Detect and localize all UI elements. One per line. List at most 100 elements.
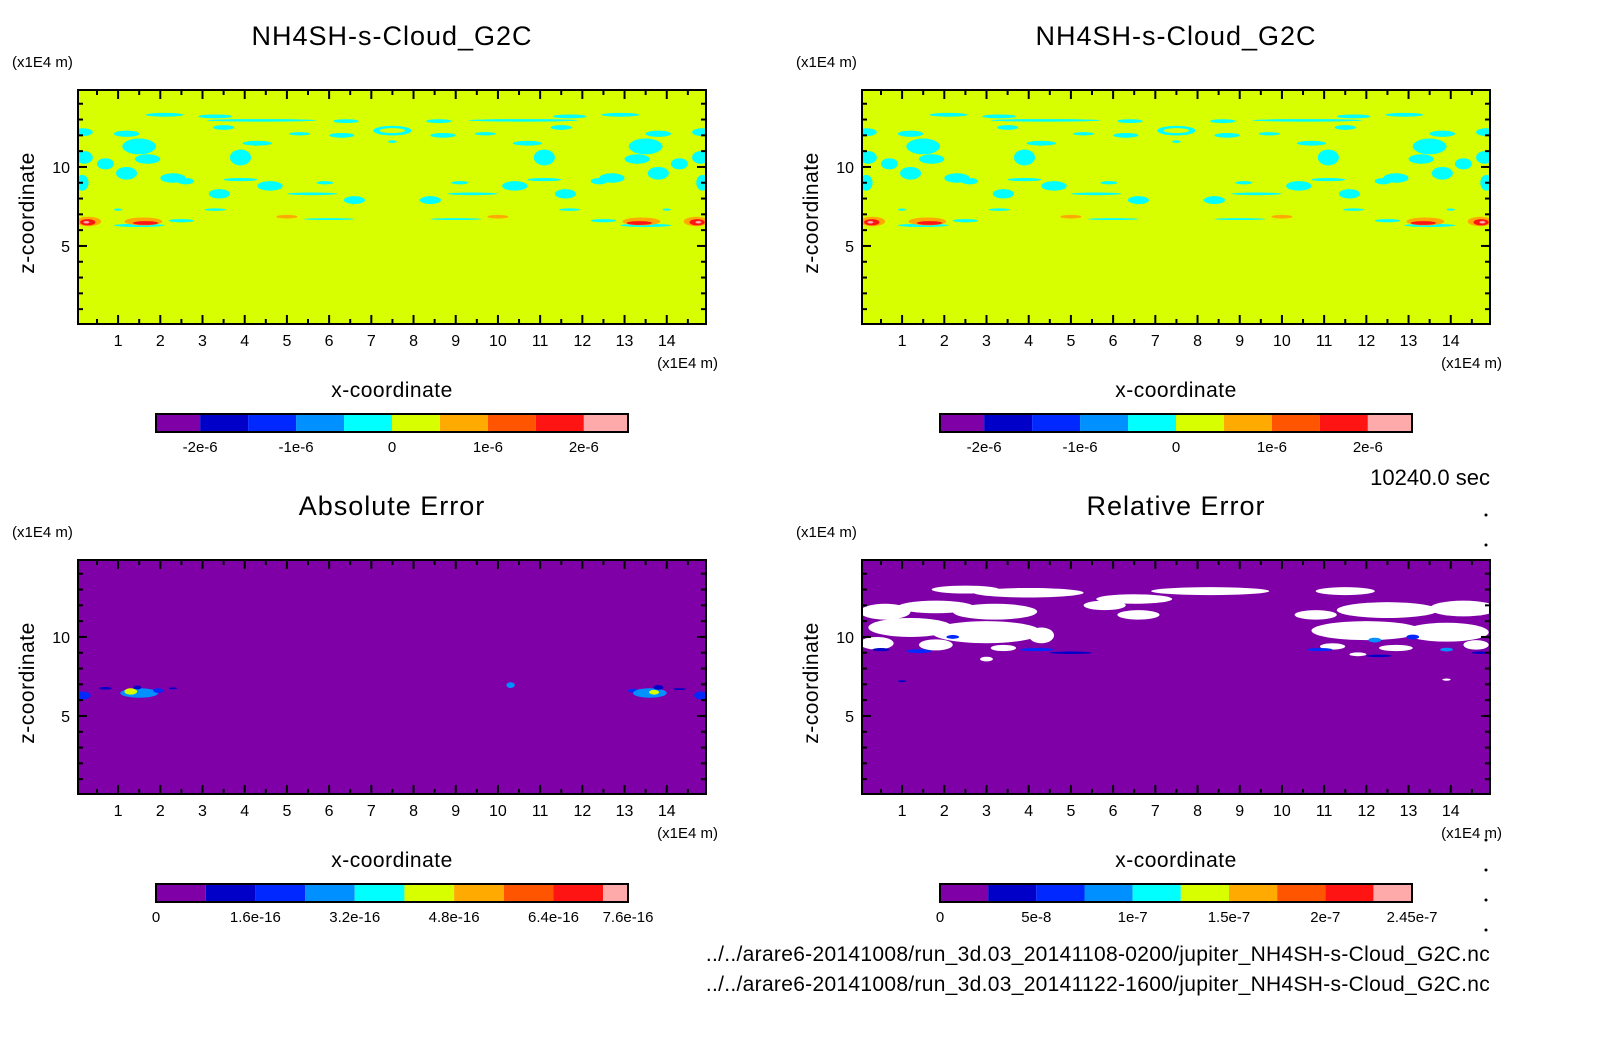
x-axis-label: x-coordinate [1115,849,1237,872]
heatmap-cell [1476,151,1490,164]
colorbar-segment [1080,414,1129,432]
heatmap-cell [113,208,123,211]
margin-dot [1484,513,1488,517]
panel-1: NH4SH-s-Cloud_G2C(x1E4 m)1 2 3 4 5 6 7 8 9 10 11 12… [12,21,718,456]
x-tick-label: 2 [940,333,949,350]
heatmap-cell [1374,219,1401,223]
heatmap-cell [333,119,359,124]
heatmap-cell [653,685,664,690]
colorbar-segment [354,884,405,902]
heatmap-cell [1117,610,1160,620]
heatmap-cell [1429,600,1490,617]
panel-2: NH4SH-s-Cloud_G2C(x1E4 m)1 2 3 4 5 6 7 8 9 10 11 12… [796,21,1502,456]
heatmap-cell [1049,651,1093,655]
colorbar-segment [296,414,345,432]
x-tick-label: 11 [1316,333,1333,350]
heatmap-cell [1374,178,1392,185]
x-tick-label: 11 [532,803,549,820]
heatmap-cell [897,130,924,137]
heatmap-background [862,90,1490,324]
file-path-1: ../../arare6-20141008/run_3d.03_20141108… [705,943,1490,966]
heatmap-cell [451,181,469,185]
heatmap-cell [647,166,669,180]
heatmap-background [78,560,706,794]
heatmap-cell [316,181,334,185]
heatmap-cell [115,166,138,180]
colorbar-segment [503,884,554,902]
heatmap-cell [1311,178,1346,182]
heatmap-cell [388,140,397,143]
heatmap-cell [550,125,572,130]
heatmap-cell [1349,652,1367,657]
heatmap-cell [96,158,114,170]
margin-dot [1484,868,1488,872]
heatmap-cell [1431,166,1453,180]
x-tick-label: 3 [982,803,991,820]
colorbar-segment [1373,884,1412,902]
heatmap-cell [303,218,355,221]
x-tick-label: 7 [367,803,376,820]
x-tick-label: 1 [114,803,123,820]
heatmap-cell [1286,181,1312,191]
heatmap-cell [289,132,311,136]
heatmap-cell [862,151,877,164]
heatmap-cell [134,154,161,164]
x-tick-label: 1 [114,333,123,350]
x-tick-label: 5 [282,333,291,350]
heatmap-cell [992,189,1014,199]
heatmap-cell [506,682,515,688]
heatmap-cell [1336,114,1371,119]
heatmap-cell [670,158,688,170]
y-unit-label: (x1E4 m) [796,54,857,71]
heatmap-cell [1366,654,1392,658]
x-tick-label: 3 [982,333,991,350]
colorbar-segment [1132,884,1181,902]
heatmap-cell [1127,196,1149,205]
heatmap-cell [276,214,298,219]
colorbar-tick-label: 5e-8 [1021,909,1051,926]
x-axis-label: x-coordinate [331,849,453,872]
colorbar-tick-label: 2e-6 [1353,439,1383,456]
heatmap-cell [343,196,365,205]
heatmap-cell [1336,602,1439,618]
heatmap-cell [78,174,89,191]
panel-3: Absolute Error(x1E4 m)1 2 3 4 5 6 7 8 9 10 11 12 13 1… [12,491,718,926]
colorbar-tick-label: 3.2e-16 [329,909,380,926]
heatmap-cell [1087,218,1139,221]
heatmap-field [862,90,1490,324]
x-tick-label: 4 [240,333,249,350]
heatmap-cell [1117,119,1143,124]
x-tick-label: 3 [198,803,207,820]
heatmap-cell [329,132,355,138]
heatmap-cell [695,220,702,224]
colorbar-segment [1277,884,1326,902]
heatmap-cell [177,178,195,185]
heatmap-cell [990,644,1017,652]
colorbar: 0 1.6e-16 3.2e-16 4.8e-16 6.4e-16 7.6e-16 [152,883,653,926]
heatmap-cell [1296,140,1327,146]
colorbar-segment [344,414,392,432]
heatmap-cell [132,685,142,690]
heatmap-cell [1007,178,1042,182]
x-tick-label: 7 [1151,803,1160,820]
heatmap-cell [99,687,112,690]
heatmap-cell [1410,221,1436,225]
heatmap-cell [952,603,1038,620]
y-unit-label: (x1E4 m) [796,524,857,541]
heatmap-cell [990,119,1101,122]
heatmap-cell [1319,643,1346,650]
heatmap-cell [862,636,894,650]
heatmap-cell [1113,132,1139,138]
heatmap-cell [502,181,528,191]
heatmap-cell [223,178,258,182]
heatmap-cell [1214,132,1240,138]
heatmap-cell [426,119,452,124]
colorbar-frame [939,413,1413,433]
x-tick-label: 2 [156,333,165,350]
colorbar-tick-label: 2.45e-7 [1387,909,1438,926]
x-tick-label: 9 [1235,803,1244,820]
heatmap-cell [1343,208,1365,211]
heatmap-cell [1020,648,1055,652]
heatmap-cell [206,119,317,122]
heatmap-cell [1163,128,1190,133]
